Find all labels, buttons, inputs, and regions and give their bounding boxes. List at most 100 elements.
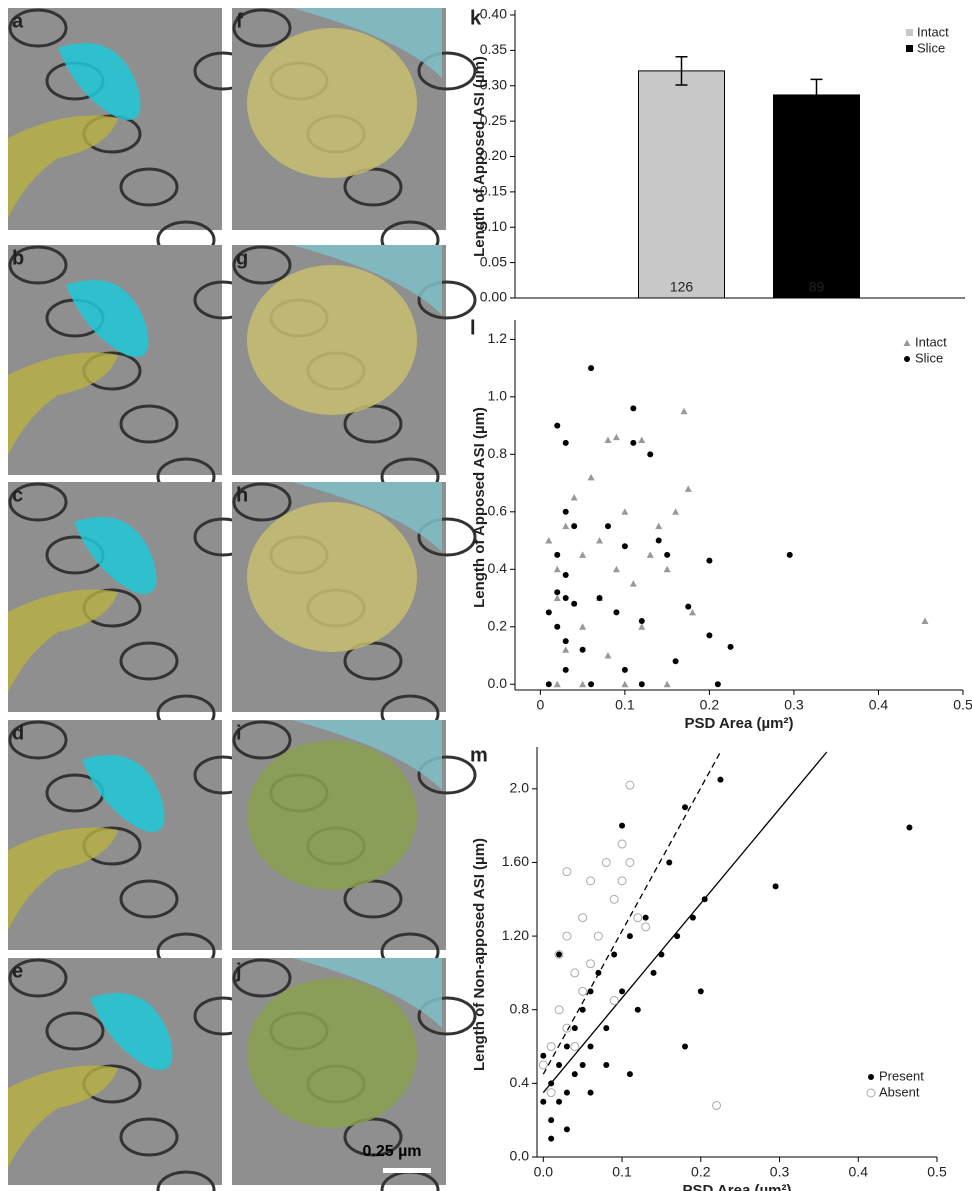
y-axis-title: Length of Apposed ASI (µm)	[471, 56, 488, 257]
point	[604, 436, 612, 443]
chart: k Length of Apposed ASI (µm) 0.00 0.05 0.10 0…	[470, 6, 965, 305]
legend-label: Absent	[879, 1084, 920, 1099]
scale-bar	[383, 1168, 431, 1173]
y-tick-label: 0.8	[510, 1000, 530, 1016]
point	[596, 537, 604, 544]
em-panel: e	[8, 958, 253, 1191]
point	[613, 609, 620, 616]
point	[546, 1088, 556, 1098]
error-bar	[810, 78, 823, 112]
bar	[638, 70, 725, 299]
point	[588, 681, 595, 688]
point	[689, 914, 696, 921]
point	[562, 1023, 572, 1033]
point	[553, 565, 561, 573]
em-panel: a	[8, 8, 253, 260]
y-tick-label: 0.6	[488, 503, 508, 519]
membrane	[8, 8, 68, 48]
point	[621, 666, 628, 673]
y-tick-label: 0.40	[480, 6, 507, 22]
point	[617, 876, 627, 886]
point	[554, 623, 561, 630]
membrane	[119, 879, 179, 919]
membrane	[232, 958, 292, 998]
legend-marker	[903, 339, 911, 346]
point	[685, 603, 692, 610]
spine-yellow	[247, 978, 417, 1128]
chart-label: m	[470, 744, 488, 766]
point	[562, 522, 570, 530]
membrane	[119, 167, 179, 207]
y-tick-label: 0.2	[488, 617, 508, 633]
point	[619, 988, 626, 995]
membrane	[8, 720, 68, 760]
membrane	[119, 641, 179, 681]
membrane	[417, 280, 477, 320]
legend-marker	[866, 1088, 876, 1098]
legend-marker	[904, 356, 910, 362]
em-panel: c	[8, 482, 253, 734]
panel-label: i	[236, 722, 242, 744]
point	[538, 1060, 548, 1070]
point	[548, 1117, 555, 1124]
point	[906, 824, 913, 831]
x-axis-title: PSD Area (µm²)	[685, 715, 794, 732]
panel-label: b	[12, 247, 24, 269]
axon-cyan	[292, 8, 442, 78]
membrane	[8, 482, 68, 522]
x-tick-label: 0.5	[927, 1164, 947, 1180]
spine-yellow	[8, 1065, 118, 1168]
point	[646, 551, 654, 558]
point	[672, 508, 680, 515]
point	[626, 1071, 633, 1078]
x-tick-label: 0.4	[869, 697, 889, 713]
x-tick-label: 0.3	[770, 1164, 790, 1180]
n-label: 126	[670, 279, 694, 295]
membrane	[8, 245, 68, 285]
point	[571, 523, 578, 530]
point	[540, 1098, 547, 1105]
error-bar	[675, 55, 688, 86]
membrane	[232, 8, 292, 48]
point	[563, 1126, 570, 1133]
point	[612, 433, 620, 441]
chart: m Length of Non-apposed ASI (µm) 0.0 0.4 0.8…	[470, 744, 947, 1191]
point	[617, 839, 627, 849]
point	[609, 894, 619, 904]
point	[604, 523, 611, 530]
legend-label: Present	[879, 1068, 924, 1083]
point	[625, 857, 635, 867]
x-tick-label: 0.4	[849, 1164, 869, 1180]
point	[714, 681, 721, 688]
x-tick-label: 0.3	[784, 697, 804, 713]
bar	[773, 94, 860, 299]
point	[609, 996, 619, 1006]
x-tick-label: 0.2	[700, 697, 720, 713]
axon-cyan	[292, 482, 442, 552]
x-tick-label: 0.5	[953, 697, 972, 713]
point	[603, 1025, 610, 1032]
point	[638, 623, 646, 630]
spine-yellow	[8, 115, 118, 218]
point	[626, 933, 633, 940]
point	[717, 776, 724, 783]
point	[586, 876, 596, 886]
membrane	[343, 879, 403, 919]
y-tick-label: 0.25	[480, 112, 507, 128]
axon-cyan	[292, 245, 442, 315]
point	[553, 594, 561, 602]
point	[587, 1043, 594, 1050]
membrane	[417, 517, 477, 557]
point	[570, 493, 578, 501]
axon-cyan	[74, 517, 157, 594]
point	[554, 1005, 564, 1015]
point	[621, 508, 629, 515]
point	[638, 436, 646, 443]
point	[633, 913, 643, 923]
point	[655, 522, 663, 530]
point	[570, 1042, 580, 1052]
em-panel: f	[232, 8, 477, 260]
point	[563, 1089, 570, 1096]
point	[540, 1052, 547, 1059]
membrane	[232, 245, 292, 285]
